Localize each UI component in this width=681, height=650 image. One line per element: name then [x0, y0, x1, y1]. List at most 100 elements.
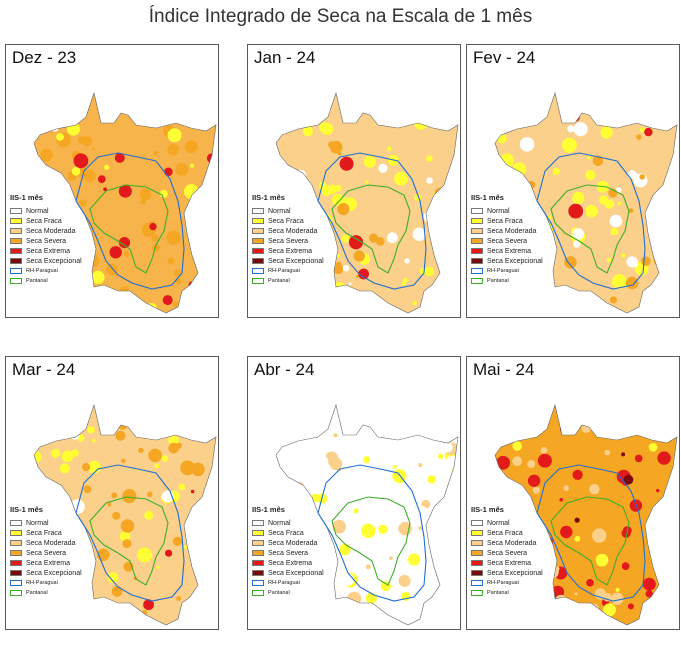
legend-swatch — [471, 228, 483, 234]
patch-fraca — [380, 408, 395, 423]
patch-fraca — [585, 204, 598, 218]
legend-title: IIS-1 mês — [10, 505, 43, 514]
patch-fraca — [394, 171, 408, 186]
legend-label: Seca Moderada — [26, 227, 76, 235]
patch-fraca — [302, 126, 314, 137]
patch-moderada — [659, 574, 664, 579]
patch-severa — [167, 257, 175, 265]
legend-swatch — [252, 228, 264, 234]
state-border — [33, 91, 217, 314]
legend-swatch — [252, 248, 264, 254]
patch-normal — [667, 93, 677, 101]
patch-severa — [83, 169, 96, 183]
patch-excepcional — [574, 517, 580, 523]
patch-fraca — [189, 163, 195, 168]
patch-fraca — [204, 537, 211, 544]
patch-normal — [426, 177, 433, 184]
patch-fraca — [353, 508, 359, 514]
patch-severa — [130, 303, 134, 307]
patch-severa — [179, 93, 186, 97]
legend-item: Seca Fraca — [471, 528, 543, 538]
legend-label: Pantanal — [268, 278, 290, 284]
patch-severa — [628, 208, 634, 214]
patch-extrema — [568, 203, 584, 219]
legend-swatch — [10, 218, 22, 224]
map-panel: Jan - 24 IIS-1 mês Normal Seca Fraca Seca Mo… — [247, 44, 461, 318]
legend-label: Seca Excepcional — [26, 569, 82, 577]
patch-fraca — [363, 155, 376, 168]
patch-severa — [564, 256, 577, 269]
patch-fraca — [361, 523, 376, 539]
legend-item: Seca Extrema — [471, 558, 543, 568]
legend-label: Seca Excepcional — [487, 569, 543, 577]
patch-extrema — [114, 152, 125, 163]
legend-label: Seca Fraca — [26, 529, 62, 537]
legend-title: IIS-1 mês — [471, 193, 504, 202]
legend-item: Pantanal — [252, 276, 324, 286]
patch-severa — [639, 174, 645, 180]
patch-fraca — [339, 543, 351, 556]
patch-fraca — [178, 483, 186, 491]
patch-normal — [361, 480, 375, 494]
patch-severa — [592, 155, 604, 167]
rh-paraguai-boundary — [536, 464, 646, 602]
legend-swatch — [471, 520, 483, 526]
patch-extrema — [535, 622, 543, 625]
legend-item: Seca Severa — [10, 236, 82, 246]
patch-extrema — [212, 219, 216, 227]
state-border — [494, 91, 678, 314]
patch-normal — [431, 601, 436, 606]
legend-title: IIS-1 mês — [471, 505, 504, 514]
patch-fraca — [183, 545, 188, 550]
legend-label: RH-Paraguai — [487, 580, 519, 586]
patch-extrema — [56, 299, 65, 309]
patch-severa — [172, 536, 182, 546]
patch-fraca — [427, 475, 436, 484]
patch-moderada — [293, 612, 309, 625]
legend-swatch — [252, 540, 264, 546]
legend-item: RH-Paraguai — [10, 578, 82, 588]
patch-normal — [446, 508, 458, 524]
patch-normal — [423, 211, 435, 223]
patch-extrema — [40, 305, 45, 311]
patch-moderada — [532, 486, 540, 494]
legend-swatch — [10, 530, 22, 536]
patch-normal — [425, 578, 439, 593]
patch-severa — [117, 419, 128, 430]
patch-fraca — [621, 253, 626, 258]
patch-fraca — [144, 510, 154, 520]
patch-moderada — [313, 612, 325, 625]
legend-title: IIS-1 mês — [10, 193, 43, 202]
patch-normal — [627, 170, 637, 180]
patch-fraca — [61, 450, 74, 463]
patch-fraca — [499, 153, 515, 168]
patch-fraca — [56, 133, 64, 141]
patch-moderada — [418, 526, 423, 531]
patch-fraca — [430, 224, 439, 233]
patch-normal — [442, 546, 446, 550]
patch-extrema — [164, 167, 173, 177]
patch-fraca — [51, 448, 61, 458]
legend-swatch — [471, 238, 483, 244]
patch-extrema — [348, 235, 364, 250]
panel-title: Mai - 24 — [473, 360, 535, 379]
patch-moderada — [389, 556, 393, 560]
legend-swatch — [10, 580, 22, 586]
patch-normal — [374, 501, 380, 507]
patch-severa — [148, 448, 162, 463]
legend-swatch — [471, 590, 483, 596]
patch-fraca — [197, 556, 202, 562]
patch-severa — [74, 422, 80, 429]
patch-fraca — [77, 289, 81, 293]
patch-fraca — [585, 170, 596, 181]
patch-severa — [653, 254, 665, 266]
patch-moderada — [666, 504, 672, 509]
patch-fraca — [402, 281, 407, 286]
legend-item: Seca Moderada — [252, 538, 324, 548]
patch-severa — [641, 256, 651, 266]
patch-moderada — [563, 485, 569, 491]
drought-map — [275, 91, 459, 314]
legend-item: Seca Severa — [252, 236, 324, 246]
map-panel: Abr - 24 IIS-1 mês Normal Seca Fraca Seca Mo… — [247, 356, 461, 630]
legend-swatch — [10, 520, 22, 526]
